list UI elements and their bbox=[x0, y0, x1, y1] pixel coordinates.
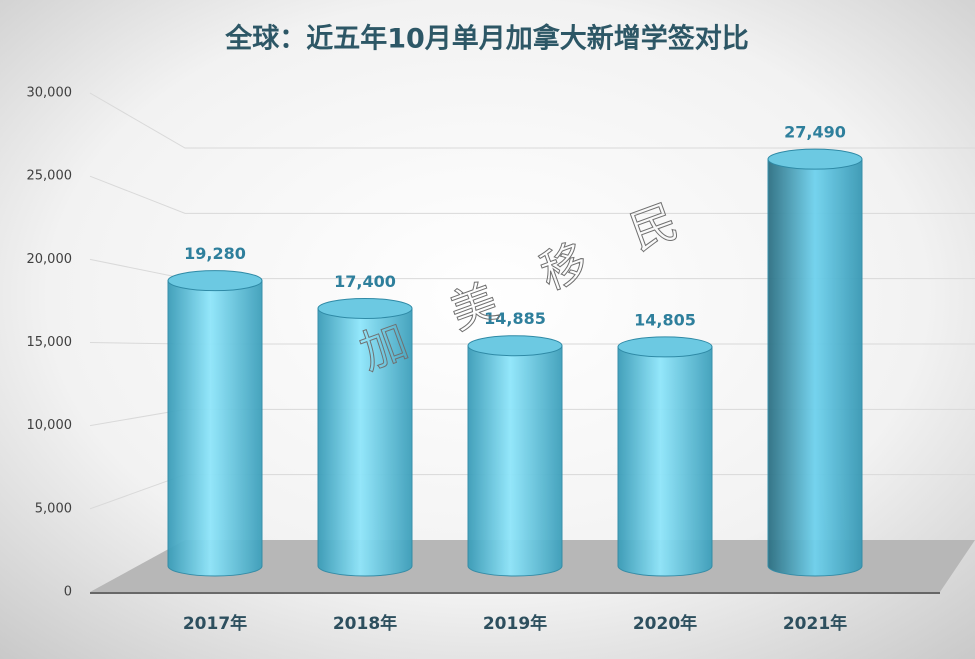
x-tick-label: 2021年 bbox=[783, 613, 847, 634]
y-tick-label: 15,000 bbox=[27, 335, 73, 350]
y-tick-label: 10,000 bbox=[27, 418, 73, 433]
y-tick-label: 5,000 bbox=[35, 501, 72, 516]
y-tick-label: 25,000 bbox=[27, 169, 73, 184]
y-tick-label: 20,000 bbox=[27, 252, 73, 267]
bar-top bbox=[167, 270, 263, 292]
bar bbox=[767, 158, 863, 577]
bar-top bbox=[317, 297, 413, 319]
x-tick-label: 2018年 bbox=[333, 613, 397, 634]
bar bbox=[467, 345, 563, 577]
cylinder: 17,400 bbox=[317, 272, 413, 577]
bars: 19,280 17,400 14,885 14,805 27,490 bbox=[167, 123, 863, 577]
value-label: 14,805 bbox=[634, 310, 696, 329]
x-tick-label: 2017年 bbox=[183, 613, 247, 634]
grid-line bbox=[89, 175, 975, 214]
grid-line bbox=[89, 92, 975, 149]
cylinder: 19,280 bbox=[167, 244, 263, 577]
bar bbox=[167, 280, 263, 577]
bar bbox=[617, 346, 713, 577]
cylinder: 14,885 bbox=[467, 309, 563, 577]
cylinder: 14,805 bbox=[617, 310, 713, 577]
bar bbox=[317, 307, 413, 577]
bar-top bbox=[767, 148, 863, 170]
value-label: 17,400 bbox=[334, 272, 396, 291]
value-label: 19,280 bbox=[184, 244, 246, 263]
chart-title: 全球：近五年10月单月加拿大新增学签对比 bbox=[224, 23, 749, 55]
y-tick-label: 30,000 bbox=[27, 86, 73, 101]
x-tick-label: 2019年 bbox=[483, 613, 547, 634]
value-label: 27,490 bbox=[784, 123, 846, 142]
x-tick-label: 2020年 bbox=[633, 613, 697, 634]
value-label: 14,885 bbox=[484, 309, 546, 328]
y-tick-label: 0 bbox=[64, 585, 72, 600]
bar-top bbox=[617, 336, 713, 358]
cylinder: 27,490 bbox=[767, 123, 863, 577]
bar-top bbox=[467, 335, 563, 357]
